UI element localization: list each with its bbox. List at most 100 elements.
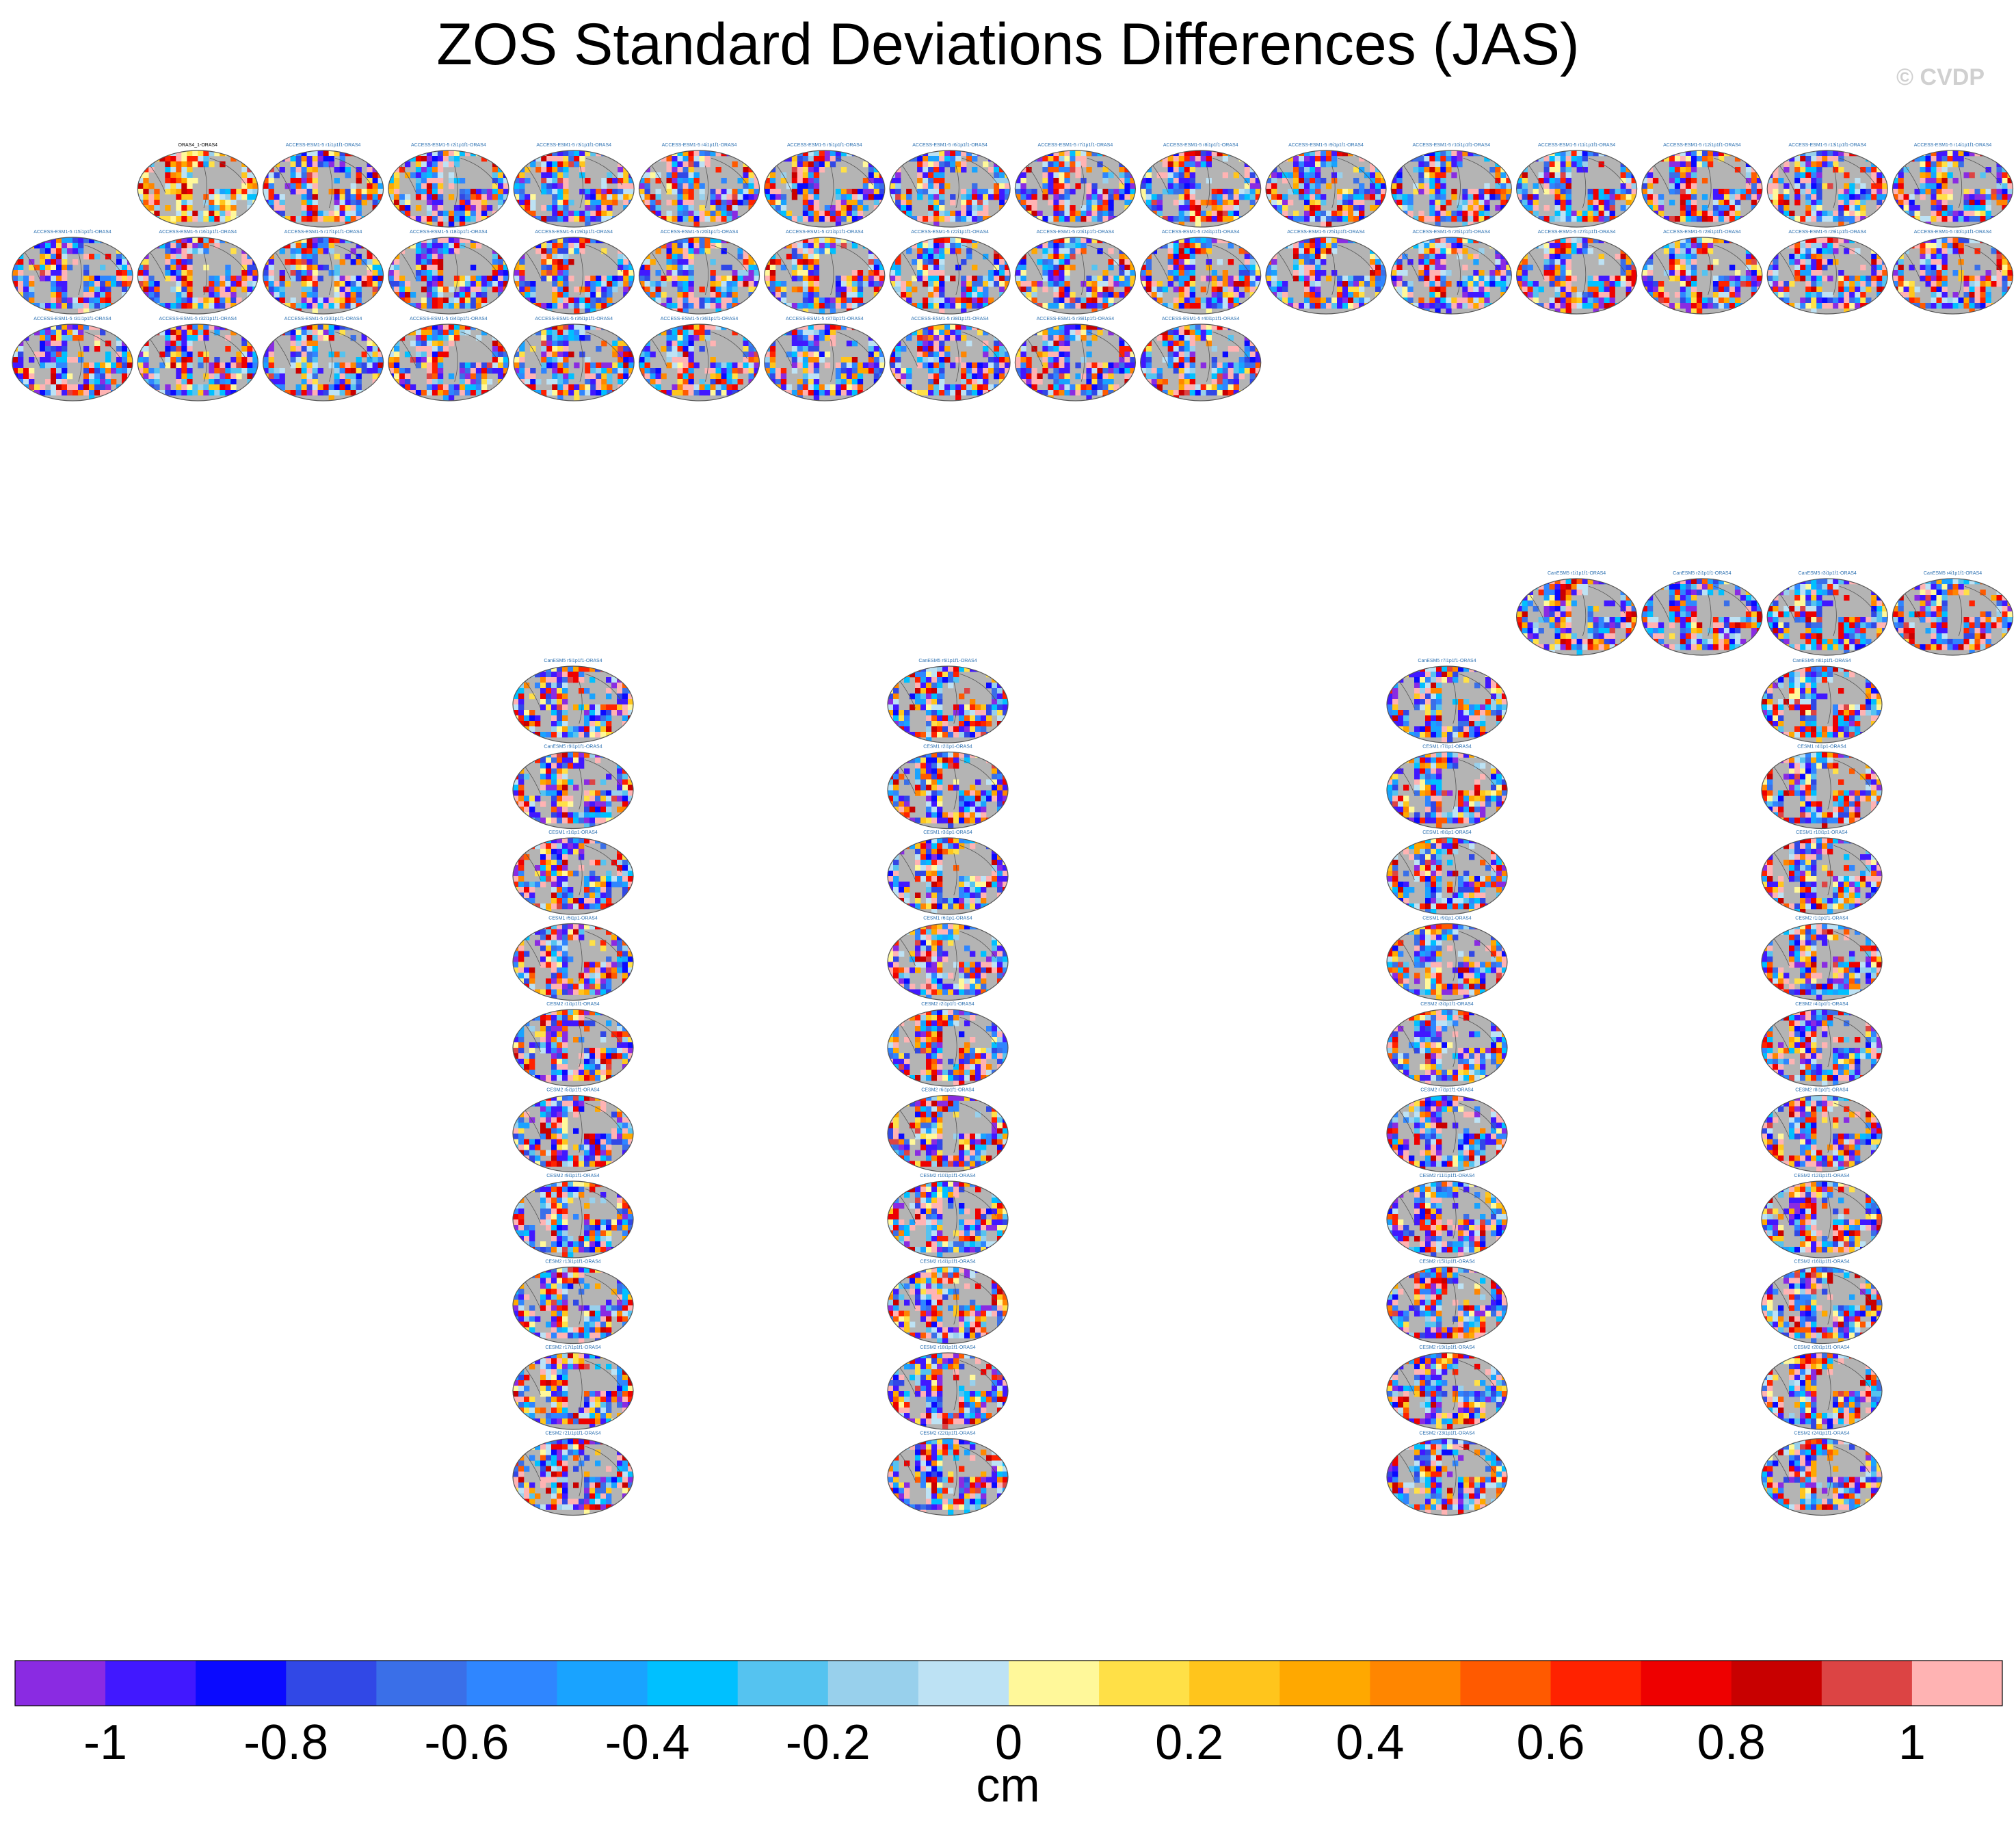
colorbar-box [557,1661,648,1706]
map-outline [889,324,1011,401]
panel-title: CanESM5 r5i1p1f1-ORAS4 [544,659,602,663]
map-panel: ACCESS-ESM1-5 r25i1p1f1-ORAS4 [1265,230,1387,315]
panel-title: CESM2 r16i1p1f1-ORAS4 [1794,1260,1849,1265]
panel-title: CESM2 r4i1p1f1-ORAS4 [1795,1002,1848,1007]
colorbar-box [376,1661,467,1706]
map-outline [887,751,1009,830]
map-panel: ACCESS-ESM1-5 r3i1p1f1-ORAS4 [513,143,635,228]
map-panel: CanESM5 r1i1p1f1-ORAS4 [1516,571,1638,656]
panel-title: ACCESS-ESM1-5 r18i1p1f1-ORAS4 [410,230,488,235]
map-panel: CESM2 r5i1p1f1-ORAS4 [512,1088,634,1173]
colorbar-box [105,1661,196,1706]
map-panel: ACCESS-ESM1-5 r22i1p1f1-ORAS4 [889,230,1011,315]
map-panel: CanESM5 r3i1p1f1-ORAS4 [1766,571,1888,656]
map-panel: CanESM5 r5i1p1f1-ORAS4 [512,659,634,743]
map-panel: ACCESS-ESM1-5 r26i1p1f1-ORAS4 [1390,230,1512,315]
map-outline [1892,150,2014,228]
map-outline [1641,578,1763,656]
panel-title: ACCESS-ESM1-5 r29i1p1f1-ORAS4 [1788,230,1866,235]
panel-title: ACCESS-ESM1-5 r37i1p1f1-ORAS4 [786,317,864,321]
colorbar-box [647,1661,739,1706]
panel-title: ACCESS-ESM1-5 r27i1p1f1-ORAS4 [1538,230,1616,235]
map-outline [513,324,635,401]
map-outline [889,237,1011,315]
map-panel: CESM2 r10i1p1f1-ORAS4 [887,1174,1009,1258]
map-outline [887,1180,1009,1258]
map-panel: ACCESS-ESM1-5 r5i1p1f1-ORAS4 [764,143,886,228]
map-panel: CESM2 r4i1p1f1-ORAS4 [1761,1002,1883,1087]
map-panel: ACCESS-ESM1-5 r18i1p1f1-ORAS4 [388,230,509,315]
panel-title: CESM2 r14i1p1f1-ORAS4 [920,1260,975,1265]
panel-title: ACCESS-ESM1-5 r14i1p1f1-ORAS4 [1914,143,1992,148]
colorbar-tick-label: 0 [995,1715,1022,1770]
colorbar-tick-label: -0.4 [605,1715,690,1770]
panel-title: ACCESS-ESM1-5 r38i1p1f1-ORAS4 [911,317,989,321]
map-panel: CESM2 r14i1p1f1-ORAS4 [887,1260,1009,1345]
map-panel: ACCESS-ESM1-5 r39i1p1f1-ORAS4 [1014,317,1137,401]
map-outline [764,150,886,228]
map-outline [638,324,760,401]
map-outline [263,324,384,401]
map-outline [512,1266,634,1345]
map-outline [512,751,634,830]
panel-title: ACCESS-ESM1-5 r19i1p1f1-ORAS4 [535,230,613,235]
map-outline [1641,150,1763,228]
map-outline [1766,578,1888,656]
map-outline [887,1094,1009,1173]
map-panel: ACCESS-ESM1-5 r7i1p1f1-ORAS4 [1014,143,1137,228]
map-outline [512,1438,634,1516]
map-panel: CESM2 r1i1p1f1-ORAS4 [1761,916,1883,1001]
map-outline [1265,150,1387,228]
colorbar-box [1821,1661,1913,1706]
map-outline [1390,150,1512,228]
panel-title: CESM2 r23i1p1f1-ORAS4 [1419,1431,1474,1436]
panel-title: ACCESS-ESM1-5 r9i1p1f1-ORAS4 [1288,143,1364,148]
map-panel: ACCESS-ESM1-5 r28i1p1f1-ORAS4 [1641,230,1763,315]
panel-title: ACCESS-ESM1-5 r1i1p1f1-ORAS4 [286,143,361,148]
map-outline [1761,1094,1883,1173]
map-outline [137,324,258,401]
panel-title: CESM2 r18i1p1f1-ORAS4 [920,1345,975,1350]
map-outline [1761,1266,1883,1345]
panel-title: CanESM5 r6i1p1f1-ORAS4 [918,659,977,663]
map-panel: ACCESS-ESM1-5 r20i1p1f1-ORAS4 [638,230,760,315]
map-outline [1140,150,1262,228]
map-outline [512,837,634,915]
panel-title: CESM2 r19i1p1f1-ORAS4 [1419,1345,1474,1350]
panel-title: ACCESS-ESM1-5 r31i1p1f1-ORAS4 [34,317,111,321]
colorbar-box [918,1661,1009,1706]
map-panel: CESM2 r17i1p1f1-ORAS4 [512,1345,634,1430]
panel-title: ACCESS-ESM1-5 r20i1p1f1-ORAS4 [661,230,739,235]
colorbar-box [1460,1661,1552,1706]
panel-title: CESM2 r5i1p1f1-ORAS4 [546,1088,600,1093]
colorbar-box [196,1661,287,1706]
panel-title: CESM2 r1i1p1f1-ORAS4 [546,1002,600,1007]
map-panel: ACCESS-ESM1-5 r11i1p1f1-ORAS4 [1516,143,1638,228]
map-outline [388,324,509,401]
map-outline [512,1352,634,1430]
map-panel: ACCESS-ESM1-5 r9i1p1f1-ORAS4 [1265,143,1387,228]
map-panel: ACCESS-ESM1-5 r19i1p1f1-ORAS4 [513,230,635,315]
panel-title: ACCESS-ESM1-5 r40i1p1f1-ORAS4 [1162,317,1240,321]
map-outline [1265,237,1387,315]
colorbar-box [737,1661,829,1706]
panel-title: ACCESS-ESM1-5 r2i1p1f1-ORAS4 [411,143,486,148]
cvdp-credit: © CVDP [1896,64,1985,90]
colorbar-box [1099,1661,1190,1706]
map-outline [513,150,635,228]
map-outline [1140,237,1262,315]
map-outline [887,1352,1009,1430]
map-outline [1390,237,1512,315]
map-panel: CESM2 r22i1p1f1-ORAS4 [887,1431,1009,1516]
panel-title: CanESM5 r9i1p1f1-ORAS4 [544,745,602,750]
map-outline [1386,1266,1508,1345]
panel-title: CESM2 r7i1p1f1-ORAS4 [1420,1088,1474,1093]
map-panel: CESM2 r9i1p1f1-ORAS4 [512,1174,634,1258]
map-panel: ACCESS-ESM1-5 r2i1p1f1-ORAS4 [388,143,509,228]
panel-title: CESM2 r15i1p1f1-ORAS4 [1419,1260,1474,1265]
map-panel: ACCESS-ESM1-5 r29i1p1f1-ORAS4 [1766,230,1888,315]
panel-title: ACCESS-ESM1-5 r4i1p1f1-ORAS4 [662,143,737,148]
map-outline [638,237,760,315]
map-outline [263,150,384,228]
map-panel: CESM2 r8i1p1f1-ORAS4 [1761,1088,1883,1173]
